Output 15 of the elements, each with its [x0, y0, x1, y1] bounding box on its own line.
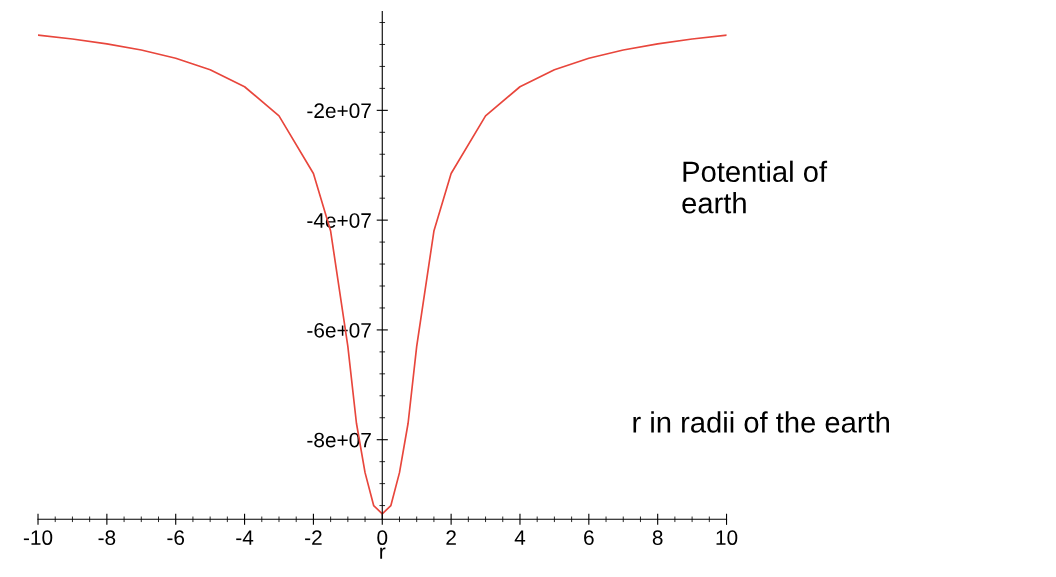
- x-tick-label: 0: [377, 530, 388, 546]
- x-tick-label: -6: [167, 530, 185, 546]
- x-tick-label: 4: [514, 530, 526, 545]
- x-tick-label: -2: [305, 530, 322, 545]
- x-tick-label: 2: [446, 530, 456, 545]
- x-tick-label: -10: [23, 530, 53, 546]
- annotation: Potential of earth: [682, 160, 828, 214]
- x-tick-label: 6: [584, 530, 594, 546]
- x-tick-label: -4: [236, 530, 254, 545]
- x-tick-label: 10: [716, 530, 738, 546]
- x-tick-label: 8: [652, 530, 663, 546]
- annotation: r in radii of the earth: [633, 411, 889, 433]
- x-axis-title: r: [380, 547, 386, 559]
- x-tick-label: -8: [98, 530, 116, 546]
- y-tick-label: -2e+07: [307, 103, 371, 119]
